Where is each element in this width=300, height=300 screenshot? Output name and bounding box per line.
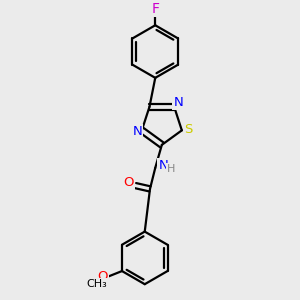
Text: O: O xyxy=(123,176,134,189)
Text: N: N xyxy=(158,159,168,172)
Text: N: N xyxy=(173,96,183,110)
Text: H: H xyxy=(167,164,175,174)
Text: N: N xyxy=(132,125,142,138)
Text: O: O xyxy=(97,270,107,283)
Text: S: S xyxy=(184,123,193,136)
Text: F: F xyxy=(151,2,159,16)
Text: CH₃: CH₃ xyxy=(86,279,107,289)
